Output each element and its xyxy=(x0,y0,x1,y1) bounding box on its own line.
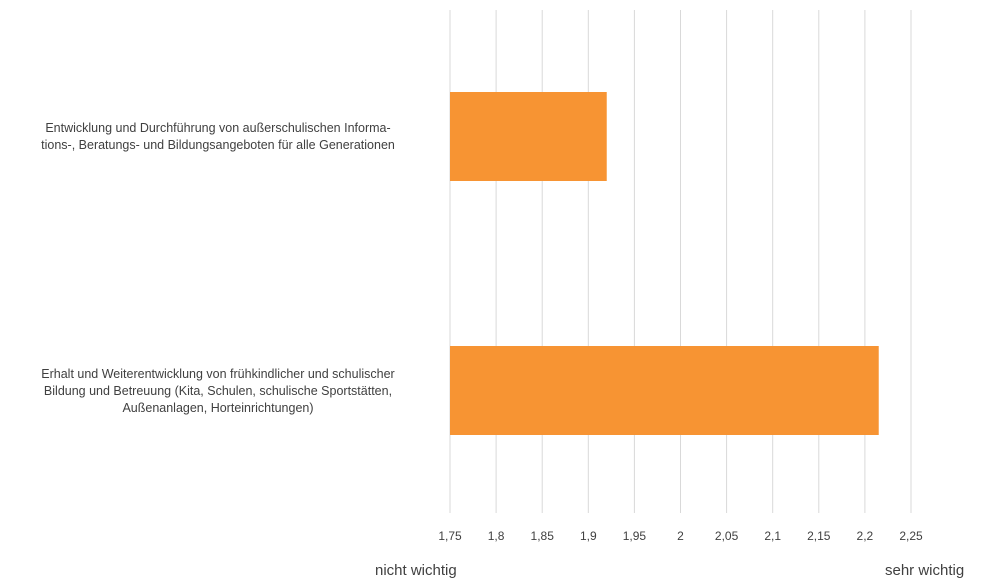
bar-2 xyxy=(450,346,879,435)
x-tick-label-1: 1,8 xyxy=(488,529,505,543)
x-tick-label-5: 2 xyxy=(677,529,684,543)
x-tick-label-6: 2,05 xyxy=(715,529,739,543)
category-label-2: Erhalt und Weiterentwicklung von frühkin… xyxy=(41,367,395,415)
axis-left-label: nicht wichtig xyxy=(375,562,457,579)
axis-right-label: sehr wichtig xyxy=(885,562,965,579)
bar-1 xyxy=(450,92,607,181)
x-tick-label-2: 1,85 xyxy=(531,529,555,543)
x-tick-label-7: 2,1 xyxy=(764,529,781,543)
category-label-1: Entwicklung und Durchführung von außersc… xyxy=(41,121,395,152)
x-tick-label-4: 1,95 xyxy=(623,529,647,543)
x-tick-label-9: 2,2 xyxy=(857,529,874,543)
x-tick-label-3: 1,9 xyxy=(580,529,597,543)
x-tick-label-10: 2,25 xyxy=(899,529,923,543)
x-tick-label-0: 1,75 xyxy=(438,529,462,543)
x-tick-label-8: 2,15 xyxy=(807,529,831,543)
